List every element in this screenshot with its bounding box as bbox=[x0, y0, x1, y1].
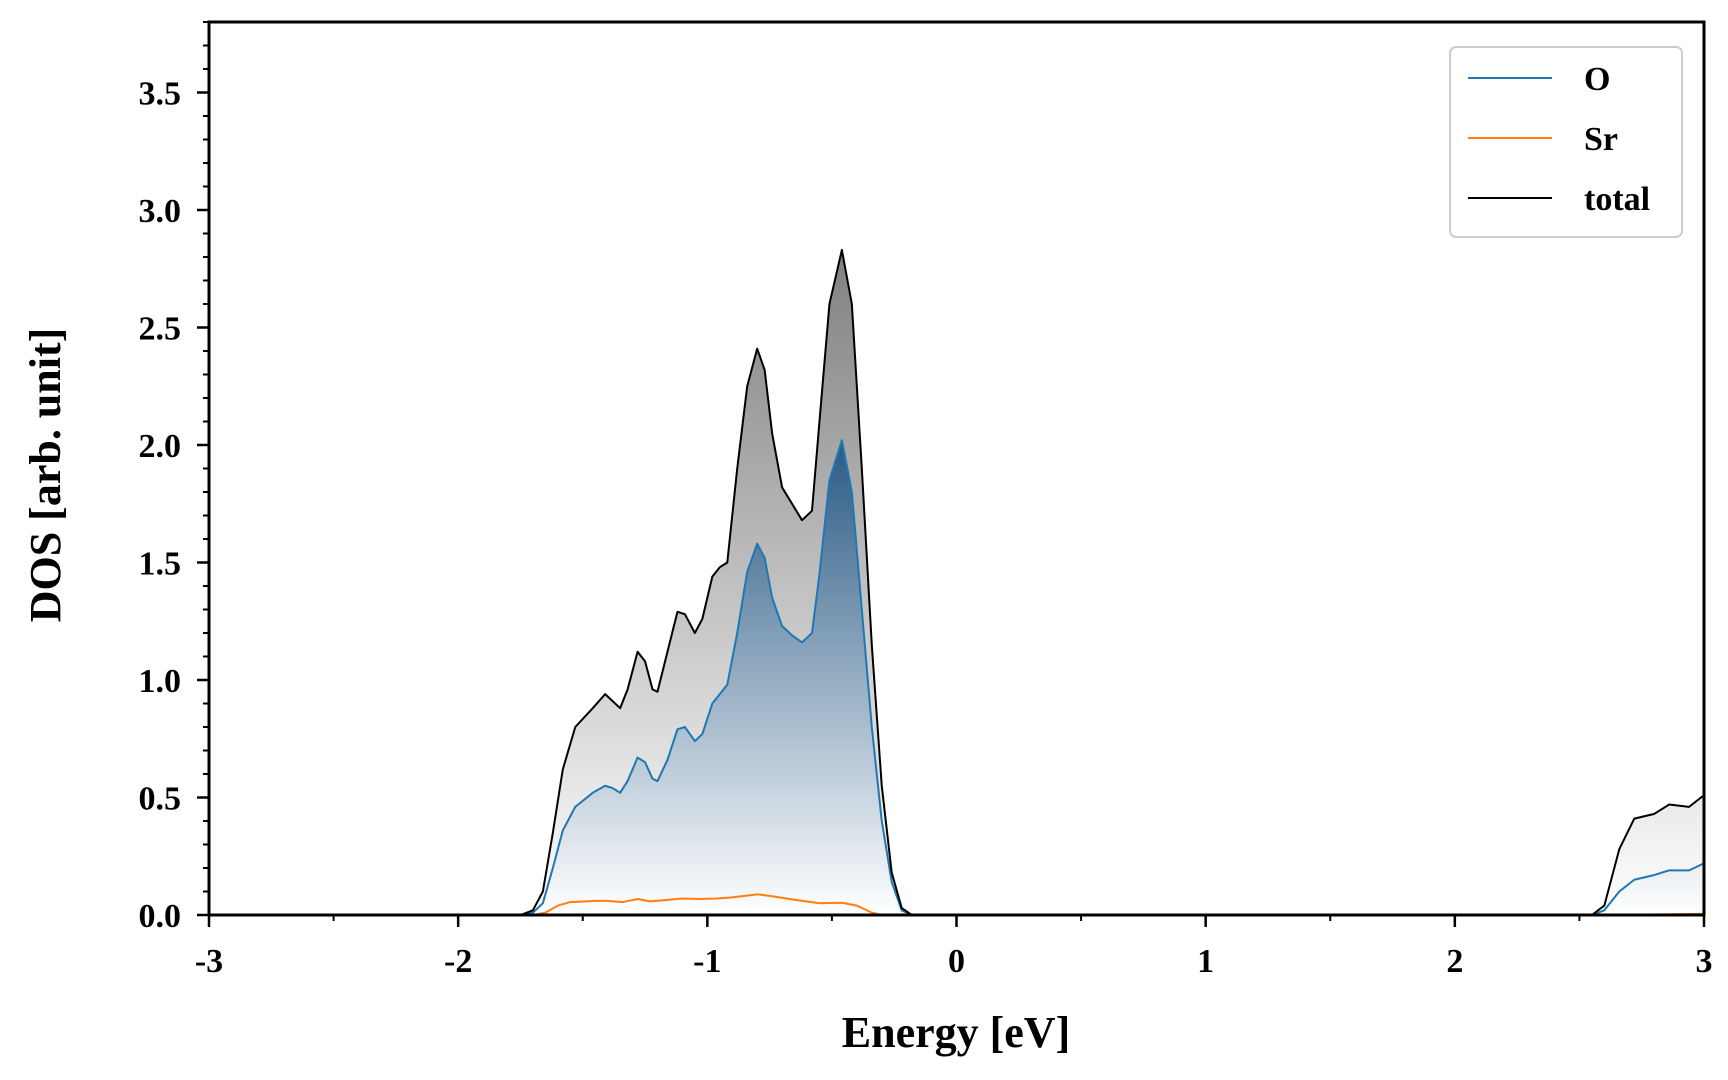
o-area-fill bbox=[209, 440, 1704, 915]
legend-label-sr: Sr bbox=[1584, 121, 1618, 158]
plot-area bbox=[209, 249, 1704, 915]
legend-box bbox=[1449, 46, 1683, 238]
x-tick-label: 0 bbox=[948, 943, 965, 980]
x-tick-label: -1 bbox=[693, 943, 721, 980]
y-tick-label: 3.5 bbox=[139, 76, 182, 113]
legend-label-o: O bbox=[1584, 61, 1610, 98]
total-area-fill bbox=[209, 249, 1704, 915]
y-tick-label: 1.0 bbox=[139, 663, 182, 700]
x-tick-label: -2 bbox=[444, 943, 472, 980]
series-line-total bbox=[209, 248, 1704, 915]
y-tick-label: 1.5 bbox=[139, 546, 182, 583]
x-tick-label: 1 bbox=[1197, 943, 1214, 980]
series-line-sr bbox=[209, 893, 1704, 915]
x-axis-title: Energy [eV] bbox=[842, 1008, 1071, 1057]
y-tick-label: 0.0 bbox=[139, 898, 182, 935]
legend: O Sr total bbox=[1449, 46, 1683, 238]
y-axis: 0.0 0.5 1.0 1.5 2.0 2.5 3.0 3.5 bbox=[139, 21, 209, 935]
legend-label-total: total bbox=[1584, 181, 1650, 218]
series-line-o bbox=[209, 439, 1704, 915]
x-tick-label: 3 bbox=[1696, 943, 1713, 980]
y-tick-label: 3.0 bbox=[139, 193, 182, 230]
x-tick-label: -3 bbox=[195, 943, 223, 980]
y-tick-label: 2.5 bbox=[139, 311, 182, 348]
y-tick-label: 2.0 bbox=[139, 428, 182, 465]
x-tick-label: 2 bbox=[1446, 943, 1463, 980]
series-lines bbox=[209, 248, 1704, 915]
y-axis-title: DOS [arb. unit] bbox=[21, 328, 70, 623]
y-tick-label: 0.5 bbox=[139, 781, 182, 818]
x-axis: -3 -2 -1 0 1 2 3 bbox=[195, 915, 1713, 980]
